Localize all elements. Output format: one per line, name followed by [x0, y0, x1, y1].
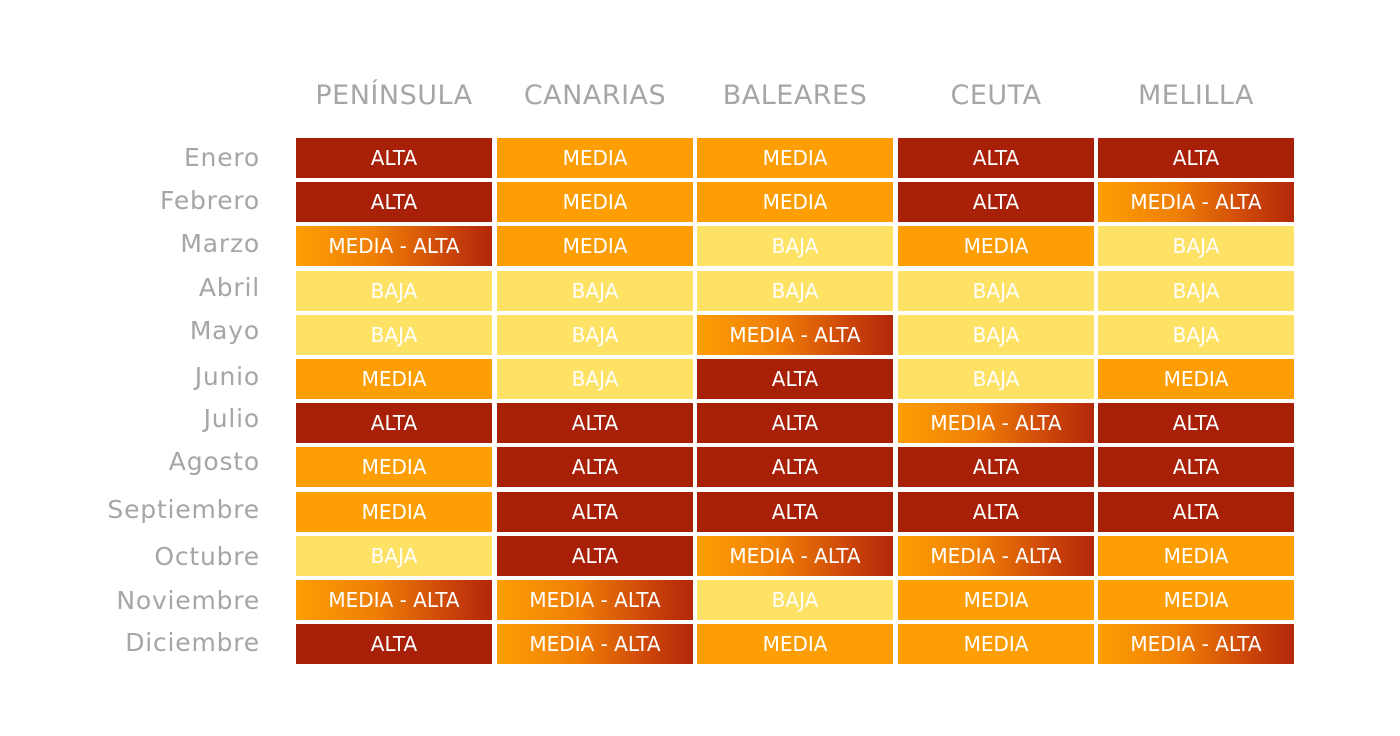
heatmap-cell-enero-peninsula: ALTA: [296, 138, 492, 178]
row-label-mayo: Mayo: [189, 316, 260, 345]
heatmap-cell-febrero-baleares: MEDIA: [697, 182, 893, 222]
heatmap-cell-noviembre-canarias: MEDIA - ALTA: [497, 580, 693, 620]
heatmap-cell-noviembre-melilla: MEDIA: [1098, 580, 1294, 620]
heatmap-cell-febrero-peninsula: ALTA: [296, 182, 492, 222]
row-label-octubre: Octubre: [154, 542, 260, 571]
heatmap-cell-mayo-peninsula: BAJA: [296, 315, 492, 355]
heatmap-cell-noviembre-ceuta: MEDIA: [898, 580, 1094, 620]
heatmap-cell-noviembre-baleares: BAJA: [697, 580, 893, 620]
heatmap-cell-octubre-peninsula: BAJA: [296, 536, 492, 576]
heatmap-cell-marzo-ceuta: MEDIA: [898, 226, 1094, 266]
heatmap-cell-febrero-ceuta: ALTA: [898, 182, 1094, 222]
heatmap-cell-enero-canarias: MEDIA: [497, 138, 693, 178]
row-label-enero: Enero: [183, 143, 260, 172]
heatmap-cell-agosto-baleares: ALTA: [697, 447, 893, 487]
heatmap-cell-julio-peninsula: ALTA: [296, 403, 492, 443]
row-label-febrero: Febrero: [160, 186, 260, 215]
heatmap-cell-febrero-canarias: MEDIA: [497, 182, 693, 222]
heatmap-cell-marzo-peninsula: MEDIA - ALTA: [296, 226, 492, 266]
heatmap-cell-diciembre-melilla: MEDIA - ALTA: [1098, 624, 1294, 664]
row-label-abril: Abril: [198, 273, 260, 302]
heatmap-cell-mayo-canarias: BAJA: [497, 315, 693, 355]
heatmap-cell-octubre-canarias: ALTA: [497, 536, 693, 576]
heatmap-cell-marzo-melilla: BAJA: [1098, 226, 1294, 266]
heatmap-cell-junio-baleares: ALTA: [697, 359, 893, 399]
heatmap-cell-mayo-melilla: BAJA: [1098, 315, 1294, 355]
heatmap-cell-junio-ceuta: BAJA: [898, 359, 1094, 399]
heatmap-cell-septiembre-baleares: ALTA: [697, 492, 893, 532]
row-label-agosto: Agosto: [168, 447, 260, 476]
row-label-noviembre: Noviembre: [116, 586, 260, 615]
heatmap-cell-febrero-melilla: MEDIA - ALTA: [1098, 182, 1294, 222]
heatmap-cell-diciembre-baleares: MEDIA: [697, 624, 893, 664]
heatmap-cell-octubre-melilla: MEDIA: [1098, 536, 1294, 576]
heatmap-cell-septiembre-peninsula: MEDIA: [296, 492, 492, 532]
heatmap-cell-enero-baleares: MEDIA: [697, 138, 893, 178]
heatmap-cell-diciembre-ceuta: MEDIA: [898, 624, 1094, 664]
heatmap-cell-julio-melilla: ALTA: [1098, 403, 1294, 443]
heatmap-cell-abril-baleares: BAJA: [697, 271, 893, 311]
column-header-baleares: BALEARES: [722, 80, 868, 111]
heatmap-cell-octubre-ceuta: MEDIA - ALTA: [898, 536, 1094, 576]
heatmap-cell-septiembre-melilla: ALTA: [1098, 492, 1294, 532]
heatmap-cell-junio-canarias: BAJA: [497, 359, 693, 399]
heatmap-cell-agosto-canarias: ALTA: [497, 447, 693, 487]
row-label-diciembre: Diciembre: [125, 628, 260, 657]
heatmap-cell-agosto-peninsula: MEDIA: [296, 447, 492, 487]
heatmap-cell-septiembre-canarias: ALTA: [497, 492, 693, 532]
heatmap-cell-enero-melilla: ALTA: [1098, 138, 1294, 178]
heatmap-cell-diciembre-canarias: MEDIA - ALTA: [497, 624, 693, 664]
column-header-melilla: MELILLA: [1137, 80, 1255, 111]
heatmap-cell-mayo-ceuta: BAJA: [898, 315, 1094, 355]
heatmap-cell-mayo-baleares: MEDIA - ALTA: [697, 315, 893, 355]
heatmap-cell-julio-ceuta: MEDIA - ALTA: [898, 403, 1094, 443]
heatmap-cell-marzo-canarias: MEDIA: [497, 226, 693, 266]
heatmap-cell-junio-peninsula: MEDIA: [296, 359, 492, 399]
heatmap-cell-marzo-baleares: BAJA: [697, 226, 893, 266]
heatmap-cell-abril-ceuta: BAJA: [898, 271, 1094, 311]
column-header-canarias: CANARIAS: [523, 80, 667, 111]
heatmap-cell-octubre-baleares: MEDIA - ALTA: [697, 536, 893, 576]
heatmap-cell-enero-ceuta: ALTA: [898, 138, 1094, 178]
column-header-ceuta: CEUTA: [950, 80, 1042, 111]
heatmap-cell-abril-peninsula: BAJA: [296, 271, 492, 311]
heatmap-cell-julio-canarias: ALTA: [497, 403, 693, 443]
row-label-junio: Junio: [194, 362, 260, 391]
column-header-peninsula: PENÍNSULA: [315, 80, 473, 111]
heatmap-cell-agosto-ceuta: ALTA: [898, 447, 1094, 487]
row-label-julio: Julio: [203, 404, 260, 433]
row-label-septiembre: Septiembre: [107, 495, 260, 524]
row-label-marzo: Marzo: [180, 229, 260, 258]
heatmap-cell-agosto-melilla: ALTA: [1098, 447, 1294, 487]
heatmap-cell-julio-baleares: ALTA: [697, 403, 893, 443]
heatmap-cell-diciembre-peninsula: ALTA: [296, 624, 492, 664]
heatmap-cell-abril-melilla: BAJA: [1098, 271, 1294, 311]
heatmap-cell-junio-melilla: MEDIA: [1098, 359, 1294, 399]
heatmap-cell-septiembre-ceuta: ALTA: [898, 492, 1094, 532]
heatmap-cell-abril-canarias: BAJA: [497, 271, 693, 311]
heatmap-cell-noviembre-peninsula: MEDIA - ALTA: [296, 580, 492, 620]
